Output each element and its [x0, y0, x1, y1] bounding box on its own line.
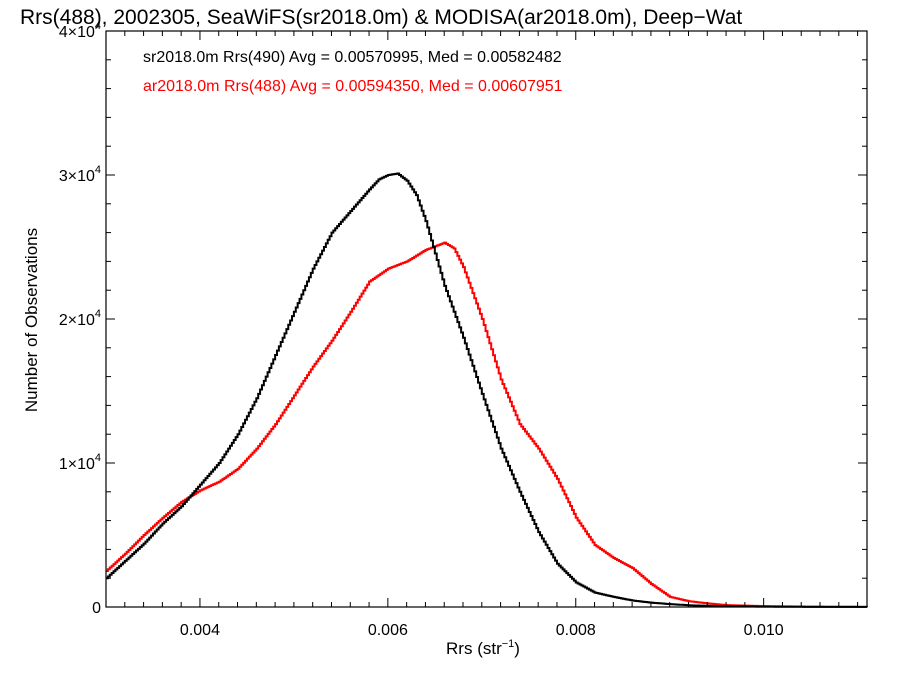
x-axis-label: Rrs (str−1)	[446, 638, 520, 658]
y-tick-label: 4×104	[59, 20, 101, 41]
x-axis-label-main: Rrs (str	[446, 639, 502, 658]
series-red-line	[106, 241, 868, 608]
series-layer	[106, 172, 868, 608]
y-tick-label-exponent: 4	[95, 164, 101, 176]
y-tick-label-base: 2×10	[59, 312, 95, 329]
x-tick-label: 0.010	[744, 622, 784, 639]
y-tick-label-base: 1×10	[59, 456, 95, 473]
legend: sr2018.0m Rrs(490) Avg = 0.00570995, Med…	[143, 49, 563, 95]
y-axis-label: Number of Observations	[22, 228, 41, 412]
y-tick-label-exponent: 4	[95, 308, 101, 320]
y-tick-label-base: 3×10	[59, 168, 95, 185]
x-tick-label: 0.004	[180, 622, 220, 639]
y-tick-label: 2×104	[59, 308, 101, 329]
y-tick-label: 1×104	[59, 452, 101, 473]
x-tick-label: 0.008	[556, 622, 596, 639]
x-axis-label-superscript: −1	[502, 638, 515, 650]
y-tick-label: 0	[92, 600, 101, 617]
y-tick-label: 3×104	[59, 164, 101, 185]
ticks-layer: 0.004 0.006 0.008 0.01001×1042×1043×1044×10…	[59, 20, 867, 639]
x-tick-label: 0.006	[368, 622, 408, 639]
y-tick-label-exponent: 4	[95, 20, 101, 32]
y-tick-label-exponent: 4	[95, 452, 101, 464]
legend-entry-black: sr2018.0m Rrs(490) Avg = 0.00570995, Med…	[143, 49, 562, 66]
legend-entry-red: ar2018.0m Rrs(488) Avg = 0.00594350, Med…	[143, 78, 563, 95]
series-black-line	[106, 172, 867, 608]
y-tick-label-base: 0	[92, 600, 101, 617]
plot-frame	[105, 30, 868, 608]
x-axis-label-close: )	[514, 639, 520, 658]
chart-title: Rrs(488), 2002305, SeaWiFS(sr2018.0m) & …	[20, 6, 742, 29]
y-tick-label-base: 4×10	[59, 24, 95, 41]
